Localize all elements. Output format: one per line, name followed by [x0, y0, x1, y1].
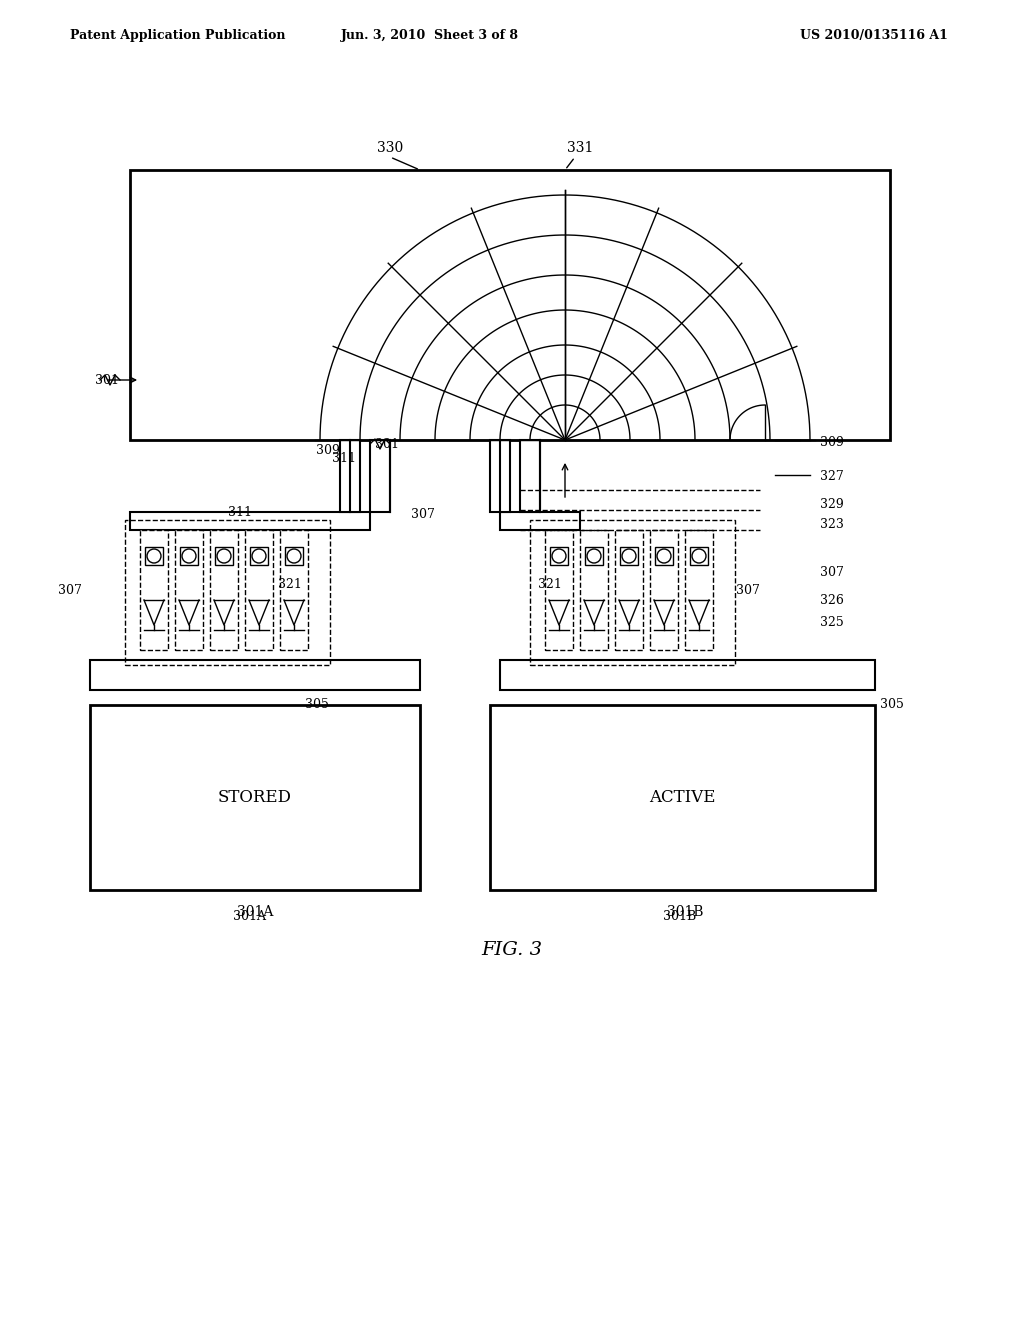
Text: US 2010/0135116 A1: US 2010/0135116 A1 [800, 29, 948, 41]
Bar [490, 440, 510, 512]
Bar [285, 546, 303, 565]
Bar [615, 531, 643, 649]
Bar [130, 512, 370, 531]
Text: 307: 307 [58, 583, 82, 597]
Bar [530, 520, 735, 665]
Bar [580, 531, 608, 649]
Text: 321: 321 [279, 578, 302, 591]
Text: STORED: STORED [218, 789, 292, 807]
Text: Jun. 3, 2010  Sheet 3 of 8: Jun. 3, 2010 Sheet 3 of 8 [341, 29, 519, 41]
Bar [125, 520, 330, 665]
Bar [550, 546, 568, 565]
Text: 329: 329 [820, 499, 844, 511]
Bar [175, 531, 203, 649]
Text: 301A: 301A [237, 906, 273, 919]
Bar [90, 660, 420, 690]
Bar [210, 531, 238, 649]
Text: 301B: 301B [667, 906, 703, 919]
Bar [545, 531, 573, 649]
Bar [500, 660, 874, 690]
Text: Patent Application Publication: Patent Application Publication [70, 29, 286, 41]
Text: 307: 307 [411, 508, 435, 521]
Text: 301A: 301A [233, 911, 266, 924]
Bar [500, 512, 580, 531]
Text: 301: 301 [95, 374, 119, 387]
Bar [490, 705, 874, 890]
Text: 326: 326 [820, 594, 844, 606]
Text: FIG. 3: FIG. 3 [481, 941, 543, 960]
Bar [145, 546, 163, 565]
Bar [685, 531, 713, 649]
Text: 311: 311 [332, 451, 356, 465]
Bar [655, 546, 673, 565]
Text: 305: 305 [880, 698, 904, 711]
Text: 309: 309 [316, 444, 340, 457]
Text: 307: 307 [736, 583, 760, 597]
Text: 311: 311 [228, 506, 252, 519]
Text: 330: 330 [377, 141, 403, 154]
Bar [215, 546, 233, 565]
Bar [585, 546, 603, 565]
Text: 301B: 301B [664, 911, 696, 924]
Text: 309: 309 [820, 437, 844, 450]
Bar [280, 531, 308, 649]
Bar [340, 440, 360, 512]
Bar [140, 531, 168, 649]
Bar [245, 531, 273, 649]
Bar [180, 546, 198, 565]
Bar [650, 531, 678, 649]
Text: 327: 327 [820, 470, 844, 483]
Bar [620, 546, 638, 565]
Bar [370, 440, 390, 512]
Bar [90, 705, 420, 890]
Bar [250, 546, 268, 565]
Text: ACTIVE: ACTIVE [649, 789, 716, 807]
Text: 305: 305 [305, 698, 329, 711]
Text: 325: 325 [820, 615, 844, 628]
Text: 331: 331 [567, 141, 593, 154]
Text: 323: 323 [820, 519, 844, 532]
Bar [520, 440, 540, 512]
Text: 307: 307 [820, 565, 844, 578]
Bar [690, 546, 708, 565]
Text: 301: 301 [375, 437, 399, 450]
Bar [130, 170, 890, 440]
Text: 321: 321 [538, 578, 562, 591]
